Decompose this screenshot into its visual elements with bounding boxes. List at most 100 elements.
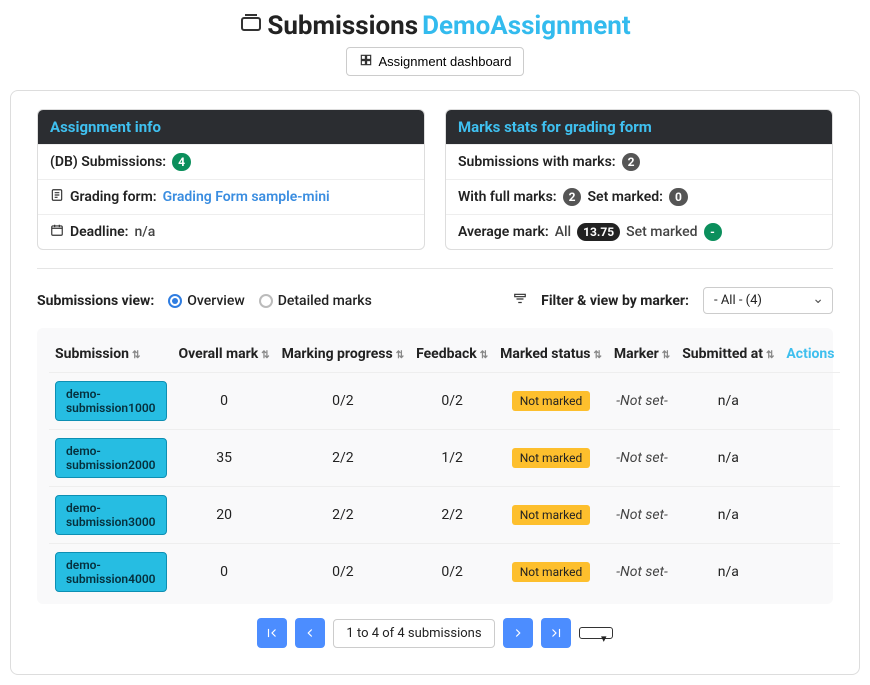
col-actions-label: Actions <box>786 346 834 362</box>
submission-link[interactable]: demo-submission1000 <box>55 381 167 421</box>
main-card: Assignment info (DB) Submissions: 4 Grad… <box>10 90 860 675</box>
cell-feedback: 0/2 <box>410 373 494 430</box>
col-actions[interactable]: Actions <box>780 338 840 373</box>
avg-label: Average mark: <box>458 224 549 240</box>
table-row: demo-submission3000202/22/2Not marked-No… <box>49 487 840 544</box>
cell-actions <box>780 544 840 601</box>
full-marks-count: 2 <box>563 188 582 206</box>
filter-icon <box>513 292 527 310</box>
marker-filter-select[interactable]: - All - (4) <box>703 287 833 314</box>
pager: 1 to 4 of 4 submissions <box>37 618 833 648</box>
deadline-value: n/a <box>135 224 156 240</box>
assignment-dashboard-button[interactable]: Assignment dashboard <box>346 47 525 76</box>
with-marks-label: Submissions with marks: <box>458 154 616 170</box>
dashboard-button-label: Assignment dashboard <box>379 54 512 69</box>
page-title: Submissions DemoAssignment <box>10 10 860 41</box>
title-prefix: Submissions <box>267 11 418 41</box>
cell-overall-mark: 0 <box>173 544 276 601</box>
radio-detailed[interactable]: Detailed marks <box>259 293 372 309</box>
cell-submitted-at: n/a <box>676 430 780 487</box>
cell-feedback: 2/2 <box>410 487 494 544</box>
col-submission[interactable]: Submission⇅ <box>49 338 173 373</box>
col-marking-progress[interactable]: Marking progress⇅ <box>276 338 410 373</box>
radio-detailed-label: Detailed marks <box>278 293 372 309</box>
col-submitted-at[interactable]: Submitted at⇅ <box>676 338 780 373</box>
grading-form-link[interactable]: Grading Form sample-mini <box>163 189 330 205</box>
marker-filter-selected: - All - (4) <box>714 293 762 308</box>
radio-overview-label: Overview <box>187 293 244 309</box>
pager-pagesize-select[interactable] <box>579 627 613 639</box>
set-marked-label: Set marked: <box>587 189 662 205</box>
col-overall-mark[interactable]: Overall mark⇅ <box>173 338 276 373</box>
divider <box>37 268 833 269</box>
cell-submitted-at: n/a <box>676 487 780 544</box>
table-row: demo-submission2000352/21/2Not marked-No… <box>49 430 840 487</box>
cell-overall-mark: 20 <box>173 487 276 544</box>
calendar-icon <box>50 223 64 241</box>
sort-icon: ⇅ <box>132 350 140 361</box>
radio-dot-icon <box>168 294 182 308</box>
cell-submitted-at: n/a <box>676 373 780 430</box>
cell-marker: -Not set- <box>608 487 676 544</box>
pager-first-button[interactable] <box>257 618 287 648</box>
col-marker[interactable]: Marker⇅ <box>608 338 676 373</box>
assignment-info-header: Assignment info <box>38 110 424 144</box>
avg-set-value: - <box>704 223 722 241</box>
submission-link[interactable]: demo-submission3000 <box>55 495 167 535</box>
table-row: demo-submission100000/20/2Not marked-Not… <box>49 373 840 430</box>
table-row: demo-submission400000/20/2Not marked-Not… <box>49 544 840 601</box>
radio-overview[interactable]: Overview <box>168 293 244 309</box>
col-submitted-at-label: Submitted at <box>682 346 763 362</box>
dashboard-icon <box>359 53 373 70</box>
submission-link[interactable]: demo-submission4000 <box>55 552 167 592</box>
filter-label: Filter & view by marker: <box>541 293 689 309</box>
assignment-info-panel: Assignment info (DB) Submissions: 4 Grad… <box>37 109 425 250</box>
sort-icon: ⇅ <box>396 350 404 361</box>
cell-marker: -Not set- <box>608 544 676 601</box>
col-marked-status[interactable]: Marked status⇅ <box>494 338 608 373</box>
cell-feedback: 1/2 <box>410 430 494 487</box>
cell-actions <box>780 430 840 487</box>
db-submissions-label: (DB) Submissions: <box>50 154 166 170</box>
submissions-table: Submission⇅ Overall mark⇅ Marking progre… <box>49 338 840 600</box>
status-badge: Not marked <box>512 448 591 468</box>
cell-marking-progress: 2/2 <box>276 430 410 487</box>
view-label: Submissions view: <box>37 293 154 309</box>
cell-submitted-at: n/a <box>676 544 780 601</box>
title-assignment-link[interactable]: DemoAssignment <box>422 11 631 41</box>
sort-icon: ⇅ <box>662 350 670 361</box>
marks-stats-panel: Marks stats for grading form Submissions… <box>445 109 833 250</box>
avg-mark-row: Average mark: All 13.75 Set marked - <box>446 214 832 249</box>
submissions-icon <box>239 10 263 41</box>
cell-feedback: 0/2 <box>410 544 494 601</box>
full-marks-label: With full marks: <box>458 189 557 205</box>
status-badge: Not marked <box>512 391 591 411</box>
cell-overall-mark: 0 <box>173 373 276 430</box>
avg-all-label: All <box>555 224 571 240</box>
grading-form-icon <box>50 188 64 206</box>
col-submission-label: Submission <box>55 346 129 362</box>
sort-icon: ⇅ <box>480 350 488 361</box>
cell-marker: -Not set- <box>608 373 676 430</box>
marks-stats-header: Marks stats for grading form <box>446 110 832 144</box>
pager-last-button[interactable] <box>541 618 571 648</box>
submissions-table-wrap: Submission⇅ Overall mark⇅ Marking progre… <box>37 328 833 604</box>
cell-marking-progress: 0/2 <box>276 544 410 601</box>
db-submissions-count: 4 <box>172 153 191 171</box>
col-feedback-label: Feedback <box>416 346 477 362</box>
full-marks-row: With full marks: 2 Set marked: 0 <box>446 179 832 214</box>
avg-all-value: 13.75 <box>577 223 620 241</box>
status-badge: Not marked <box>512 562 591 582</box>
set-marked-count: 0 <box>669 188 688 206</box>
deadline-label: Deadline: <box>70 224 129 240</box>
submission-link[interactable]: demo-submission2000 <box>55 438 167 478</box>
grading-form-row: Grading form: Grading Form sample-mini <box>38 179 424 214</box>
pager-next-button[interactable] <box>503 618 533 648</box>
pager-info: 1 to 4 of 4 submissions <box>333 619 494 648</box>
sort-icon: ⇅ <box>766 350 774 361</box>
col-marked-status-label: Marked status <box>500 346 590 362</box>
col-overall-mark-label: Overall mark <box>179 346 259 362</box>
pager-prev-button[interactable] <box>295 618 325 648</box>
col-feedback[interactable]: Feedback⇅ <box>410 338 494 373</box>
deadline-row: Deadline: n/a <box>38 214 424 249</box>
